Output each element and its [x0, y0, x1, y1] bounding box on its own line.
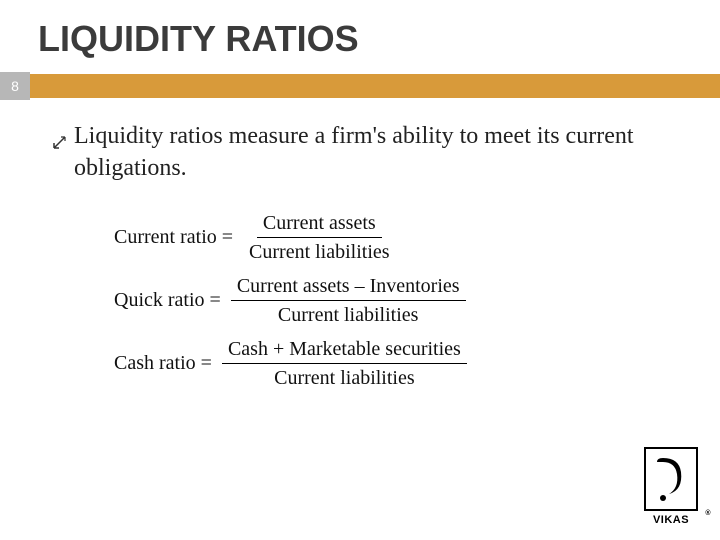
numerator: Cash + Marketable securities [222, 337, 467, 364]
slide-title: LIQUIDITY RATIOS [0, 0, 720, 60]
bullet-paragraph: Liquidity ratios measure a firm's abilit… [74, 120, 664, 185]
formula-row: Quick ratio = Current assets – Inventori… [114, 274, 664, 327]
denominator: Current liabilities [243, 238, 396, 264]
formula-label: Cash ratio = [114, 352, 212, 375]
arrow-icon [52, 127, 68, 159]
registered-mark: ® [705, 510, 711, 517]
fraction: Current assets – Inventories Current lia… [231, 274, 466, 327]
fraction: Current assets Current liabilities [243, 211, 396, 264]
page-number-badge: 8 [0, 72, 30, 100]
formula-row: Current ratio = Current assets Current l… [114, 211, 664, 264]
formula-block: Current ratio = Current assets Current l… [114, 211, 664, 390]
formula-label: Current ratio = [114, 226, 233, 249]
brand-logo: VIKAS ® [640, 447, 702, 526]
formula-row: Cash ratio = Cash + Marketable securitie… [114, 337, 664, 390]
accent-band: 8 [0, 74, 720, 98]
denominator: Current liabilities [268, 364, 421, 390]
content-area: Liquidity ratios measure a firm's abilit… [0, 98, 720, 390]
logo-caption: VIKAS ® [640, 514, 702, 526]
fraction: Cash + Marketable securities Current lia… [222, 337, 467, 390]
numerator: Current assets [257, 211, 382, 238]
numerator: Current assets – Inventories [231, 274, 466, 301]
logo-text: VIKAS [653, 514, 689, 526]
formula-label: Quick ratio = [114, 289, 221, 312]
denominator: Current liabilities [272, 301, 425, 327]
bullet-text: Liquidity ratios measure a firm's abilit… [74, 123, 634, 181]
logo-mark [644, 447, 698, 511]
